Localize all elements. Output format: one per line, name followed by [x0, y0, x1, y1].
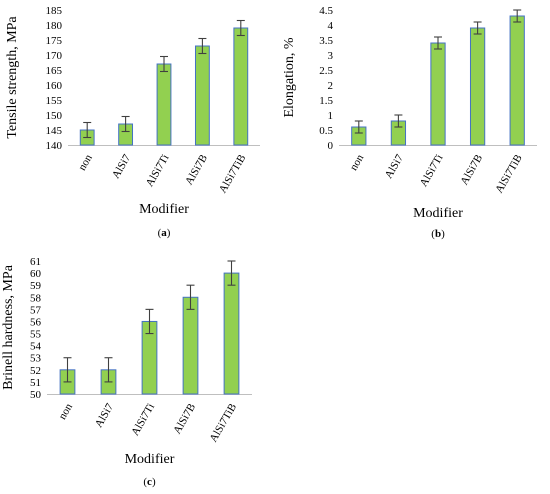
y-tick-label: 55 [30, 329, 42, 341]
y-tick-label: 57 [30, 304, 42, 316]
y-tick-label: 4 [328, 20, 334, 32]
y-tick-label: 3.5 [319, 35, 333, 47]
y-axis-title: Brinell hardness, MPa [1, 264, 16, 390]
y-axis-title: Elongation, % [282, 37, 297, 117]
bar [469, 27, 486, 146]
x-axis-title: Modifier [139, 202, 189, 217]
bar [182, 296, 199, 395]
x-tick-label: AlSi7TiB [217, 152, 249, 195]
y-tick-label: 59 [30, 280, 42, 292]
x-tick-label: non [76, 152, 95, 173]
x-tick-label: AlSi7TiB [208, 402, 240, 445]
y-tick-label: 140 [46, 140, 63, 152]
y-tick-label: 155 [46, 95, 63, 107]
y-tick-label: 185 [46, 5, 63, 17]
bar [430, 42, 446, 146]
x-tick-label: AlSi7B [171, 402, 198, 437]
bar [509, 15, 525, 146]
x-tick-label: AlSi7B [183, 153, 210, 188]
y-tick-label: 2 [328, 80, 334, 92]
y-tick-label: 0.5 [319, 125, 333, 137]
y-tick-label: 180 [46, 20, 63, 32]
y-tick-label: 58 [30, 292, 42, 304]
y-tick-label: 165 [46, 65, 63, 77]
y-tick-label: 52 [30, 365, 41, 377]
y-tick-label: 160 [46, 80, 63, 92]
y-tick-label: 2.5 [319, 65, 333, 77]
y-tick-label: 60 [30, 268, 42, 280]
y-tick-label: 1.5 [319, 95, 333, 107]
chart-elongation: 0 0.5 1 1.5 2 2.5 3 3.5 4 4.5 non AlSi7 AlSi7Ti AlSi7… [282, 5, 537, 240]
x-tick-label: AlSi7 [110, 152, 133, 181]
y-tick-label: 145 [46, 125, 63, 137]
panel-label: (a) [158, 227, 171, 239]
y-tick-label: 56 [30, 316, 42, 328]
panel-label: (c) [143, 476, 156, 488]
x-tick-label: AlSi7B [458, 153, 485, 188]
panel-label: (b) [431, 228, 445, 240]
y-tick-label: 170 [46, 50, 63, 62]
x-axis-title: Modifier [413, 206, 463, 221]
y-tick-label: 0 [328, 140, 334, 152]
y-tick-label: 1 [328, 110, 334, 122]
y-tick-label: 51 [30, 377, 41, 389]
bar [233, 27, 249, 146]
x-tick-label: non [56, 401, 75, 422]
x-tick-label: AlSi7 [93, 401, 116, 430]
chart-tensile-strength: 140 145 150 155 160 165 170 175 180 185 non AlSi7 Al… [5, 5, 260, 239]
bar [223, 272, 240, 395]
y-tick-label: 3 [328, 50, 334, 62]
y-tick-label: 175 [46, 35, 63, 47]
y-tick-label: 61 [30, 256, 41, 268]
x-tick-label: AlSi7Ti [418, 153, 446, 189]
bar [156, 63, 172, 146]
y-tick-label: 150 [46, 110, 63, 122]
x-tick-label: AlSi7 [383, 152, 406, 181]
y-tick-label: 4.5 [319, 5, 333, 17]
bar [194, 45, 210, 146]
x-axis-title: Modifier [125, 452, 175, 467]
y-axis-title: Tensile strength, MPa [5, 16, 20, 139]
y-tick-label: 54 [30, 341, 42, 353]
y-tick-label: 53 [30, 353, 42, 365]
x-tick-label: AlSi7Ti [129, 402, 157, 438]
x-tick-label: AlSi7Ti [144, 153, 172, 189]
x-tick-label: AlSi7TiB [493, 153, 525, 196]
x-tick-label: non [348, 152, 367, 173]
y-tick-label: 50 [30, 389, 42, 401]
